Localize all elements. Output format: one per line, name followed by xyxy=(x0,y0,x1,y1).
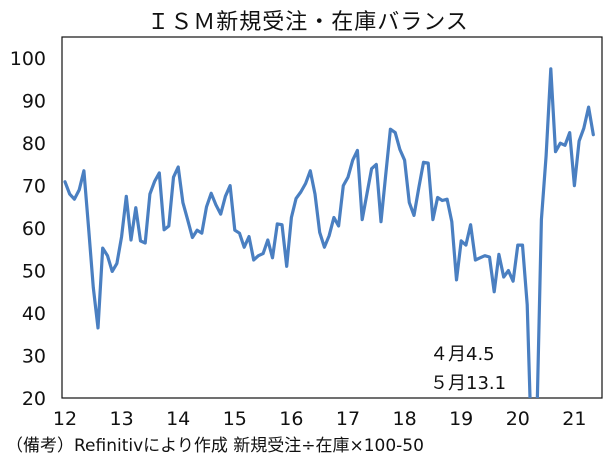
x-tick-label: 20 xyxy=(506,408,530,430)
y-tick-label: 70 xyxy=(22,176,46,198)
chart-title: ＩＳＭ新規受注・在庫バランス xyxy=(147,10,469,35)
series-line xyxy=(63,67,595,398)
y-tick-label: 20 xyxy=(22,388,46,410)
y-tick-label: 30 xyxy=(22,346,46,368)
x-tick-label: 21 xyxy=(562,408,586,430)
y-tick-label: 50 xyxy=(22,261,46,283)
y-tick-label: 100 xyxy=(10,48,46,70)
x-tick-label: 14 xyxy=(166,408,190,430)
y-tick-label: 60 xyxy=(22,218,46,240)
x-tick-label: 15 xyxy=(223,408,247,430)
x-tick-label: 17 xyxy=(336,408,360,430)
x-tick-label: 13 xyxy=(110,408,134,430)
plot-frame xyxy=(61,36,603,399)
annotation-may: ５月13.1 xyxy=(430,373,506,394)
annotation-april: ４月4.5 xyxy=(430,344,495,365)
x-tick-label: 16 xyxy=(279,408,303,430)
x-tick-label: 12 xyxy=(53,408,77,430)
y-tick-label: 40 xyxy=(22,303,46,325)
x-tick-label: 18 xyxy=(393,408,417,430)
footnote: （備考）Refinitivにより作成 新規受注÷在庫×100-50 xyxy=(6,436,424,456)
y-tick-label: 80 xyxy=(22,133,46,155)
y-tick-label: 90 xyxy=(22,91,46,113)
x-tick-label: 19 xyxy=(449,408,473,430)
